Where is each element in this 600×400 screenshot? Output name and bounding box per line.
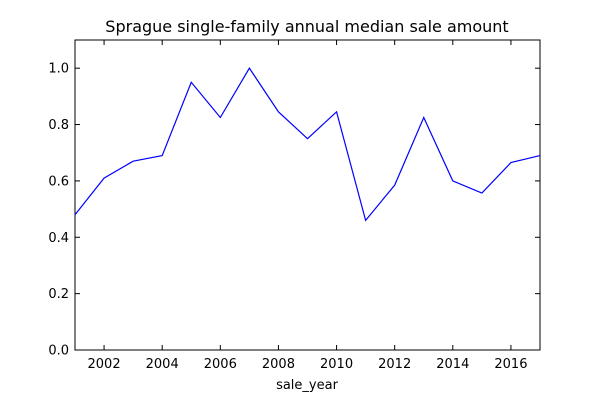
data-point [248,67,250,69]
y-axis: 0.0 0.2 0.4 0.6 0.8 1.0 [48,62,540,359]
data-point [161,155,163,157]
data-point [510,162,512,164]
x-tick-label: 2010 [320,357,353,372]
y-tick-label: 0.2 [48,287,69,302]
x-axis-label: sale_year [276,378,339,393]
data-point [336,111,338,113]
series-line [74,67,541,222]
data-point [481,192,483,194]
x-tick-label: 2004 [146,357,179,372]
y-tick-label: 1.0 [48,62,69,77]
plot-frame [74,39,541,351]
x-axis: 2002 2004 2006 2008 2010 2012 2014 2016 [88,40,527,372]
data-point [539,155,541,157]
x-tick-label: 2016 [494,357,527,372]
data-point [277,111,279,113]
data-point [74,214,76,216]
data-point [190,81,192,83]
chart-title: Sprague single-family annual median sale… [105,17,508,36]
x-tick-label: 2008 [262,357,295,372]
x-tick-label: 2012 [378,357,411,372]
plot-area [74,39,541,351]
data-point [132,160,134,162]
y-tick-label: 0.4 [48,231,69,246]
data-point [103,177,105,179]
y-tick-label: 0.6 [48,174,69,189]
x-tick-label: 2006 [204,357,237,372]
data-point [452,180,454,182]
x-tick-label: 2014 [436,357,469,372]
data-point [394,184,396,186]
data-point [307,138,309,140]
x-tick-label: 2002 [88,357,121,372]
y-tick-label: 0.8 [48,118,69,133]
y-tick-label: 0.0 [48,344,69,359]
data-point [219,117,221,119]
data-point [365,219,367,221]
data-point [423,117,425,119]
